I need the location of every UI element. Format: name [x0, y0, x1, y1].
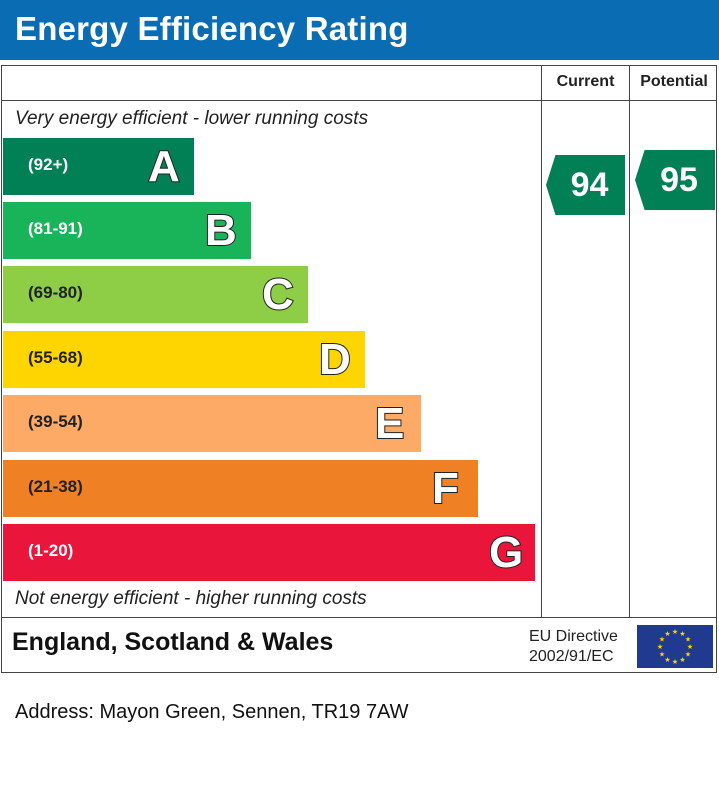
eu-star: ★: [659, 636, 665, 644]
region-label: England, Scotland & Wales: [12, 628, 334, 656]
band-d-range: (55-68): [28, 348, 83, 367]
column-divider-current: [541, 65, 542, 618]
eu-star: ★: [657, 643, 663, 651]
footer-divider: [1, 617, 717, 618]
band-a-range: (92+): [28, 155, 69, 174]
band-c-range: (69-80): [28, 283, 83, 302]
eu-star: ★: [672, 658, 678, 666]
current-rating-value: 94: [570, 165, 609, 204]
eu-star: ★: [685, 636, 691, 644]
band-g-range: (1-20): [28, 541, 74, 560]
band-c: (69-80) C: [3, 266, 308, 323]
caption-top: Very energy efficient - lower running co…: [15, 108, 369, 129]
band-e: (39-54) E: [3, 395, 421, 452]
column-divider-potential: [629, 65, 630, 618]
band-d: (55-68) D: [3, 331, 365, 388]
address: Address: Mayon Green, Sennen, TR19 7AW: [15, 701, 409, 723]
band-a: (92+) A: [3, 138, 194, 195]
eu-directive-line1: EU Directive: [529, 628, 618, 645]
header-bar: Energy Efficiency Rating: [0, 0, 719, 60]
column-header-current: Current: [556, 73, 615, 90]
eu-star: ★: [672, 628, 678, 636]
caption-bottom: Not energy efficient - higher running co…: [15, 588, 367, 609]
band-d-letter: D: [318, 334, 352, 385]
potential-rating-arrow: 95: [635, 150, 715, 210]
band-g-letter: G: [488, 527, 524, 578]
band-g: (1-20) G: [3, 524, 535, 581]
eu-flag-icon: ★ ★ ★ ★ ★ ★ ★ ★ ★ ★ ★ ★: [637, 625, 713, 668]
eu-star: ★: [687, 643, 693, 651]
band-b: (81-91) B: [3, 202, 251, 259]
band-e-letter: E: [374, 398, 405, 449]
header-row-divider: [1, 100, 717, 101]
band-b-range: (81-91): [28, 219, 83, 238]
eu-star: ★: [659, 651, 665, 659]
band-c-letter: C: [261, 269, 295, 320]
band-b-letter: B: [204, 205, 238, 256]
band-f-letter: F: [431, 463, 460, 514]
band-f-range: (21-38): [28, 477, 83, 496]
column-header-potential: Potential: [640, 73, 708, 90]
current-rating-arrow: 94: [546, 155, 625, 215]
eu-star: ★: [664, 656, 670, 664]
band-a-letter: A: [147, 141, 181, 192]
eu-star: ★: [679, 656, 685, 664]
band-e-range: (39-54): [28, 412, 83, 431]
band-f: (21-38) F: [3, 460, 478, 517]
eu-directive: EU Directive 2002/91/EC: [529, 627, 618, 667]
eu-star: ★: [685, 651, 691, 659]
page-title: Energy Efficiency Rating: [15, 10, 409, 47]
rating-frame: [1, 65, 717, 673]
eu-directive-line2: 2002/91/EC: [529, 648, 614, 665]
eu-star: ★: [679, 630, 685, 638]
potential-rating-value: 95: [660, 160, 698, 199]
eu-star: ★: [664, 630, 670, 638]
